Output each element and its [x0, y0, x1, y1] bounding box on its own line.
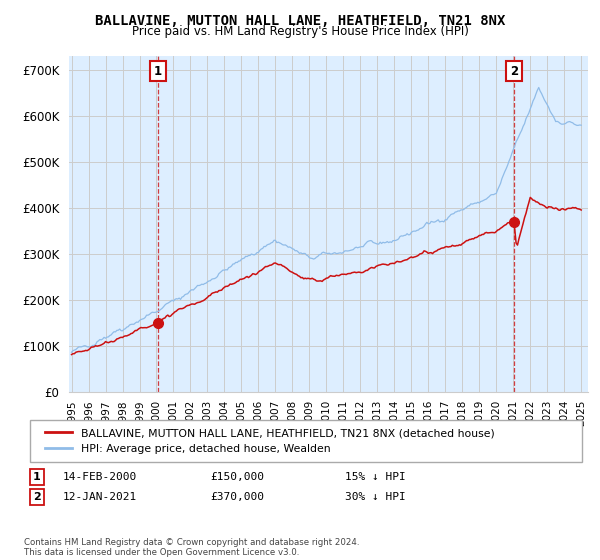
Text: 12-JAN-2021: 12-JAN-2021 [63, 492, 137, 502]
Text: BALLAVINE, MUTTON HALL LANE, HEATHFIELD, TN21 8NX: BALLAVINE, MUTTON HALL LANE, HEATHFIELD,… [95, 14, 505, 28]
Text: 14-FEB-2000: 14-FEB-2000 [63, 472, 137, 482]
Text: 2: 2 [33, 492, 41, 502]
Text: Contains HM Land Registry data © Crown copyright and database right 2024.
This d: Contains HM Land Registry data © Crown c… [24, 538, 359, 557]
Text: 2: 2 [510, 64, 518, 78]
Text: 1: 1 [33, 472, 41, 482]
Text: £370,000: £370,000 [210, 492, 264, 502]
Legend: BALLAVINE, MUTTON HALL LANE, HEATHFIELD, TN21 8NX (detached house), HPI: Average: BALLAVINE, MUTTON HALL LANE, HEATHFIELD,… [41, 424, 499, 458]
Text: 15% ↓ HPI: 15% ↓ HPI [345, 472, 406, 482]
Text: Price paid vs. HM Land Registry's House Price Index (HPI): Price paid vs. HM Land Registry's House … [131, 25, 469, 38]
Text: £150,000: £150,000 [210, 472, 264, 482]
Text: 30% ↓ HPI: 30% ↓ HPI [345, 492, 406, 502]
Text: 1: 1 [154, 64, 162, 78]
FancyBboxPatch shape [30, 420, 582, 462]
